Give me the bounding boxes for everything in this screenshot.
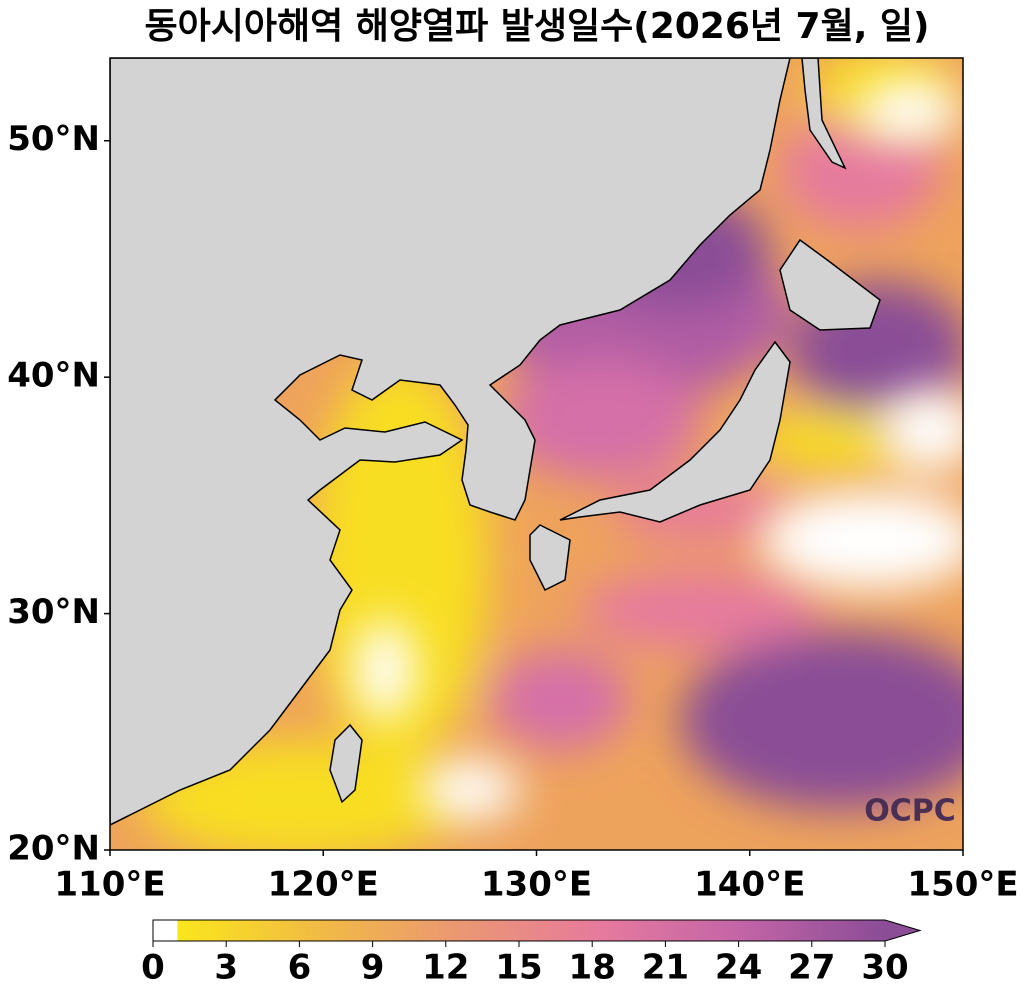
- colorbar-tick-label: 27: [788, 948, 835, 988]
- colorbar-tick-label: 24: [715, 948, 762, 988]
- land: [110, 58, 881, 826]
- y-tick-label: 30°N: [7, 592, 100, 632]
- colorbar-tick-label: 0: [141, 948, 165, 988]
- colorbar-tick-label: 3: [214, 948, 238, 988]
- x-tick-label: 110°E: [54, 865, 165, 905]
- heatwave-field: [110, 58, 963, 850]
- colorbar-tick-label: 30: [861, 948, 908, 988]
- colorbar-tick-label: 9: [361, 948, 385, 988]
- colorbar-tick-label: 18: [569, 948, 616, 988]
- x-tick-label: 150°E: [907, 865, 1018, 905]
- x-tick-label: 140°E: [694, 865, 805, 905]
- colorbar-outline: [152, 919, 922, 942]
- colorbar-under: [153, 920, 178, 941]
- colorbar-tick-label: 15: [495, 948, 542, 988]
- y-tick-label: 40°N: [7, 356, 100, 396]
- y-tick-label: 20°N: [7, 829, 100, 869]
- y-tick-label: 50°N: [7, 119, 100, 159]
- title: 동아시아해역 해양열파 발생일수(2026년 7월, 일): [145, 6, 930, 47]
- colorbar-extend: [885, 920, 920, 941]
- colorbar-tick-label: 6: [288, 948, 312, 988]
- colorbar-tick-label: 12: [422, 948, 469, 988]
- x-tick-label: 120°E: [268, 865, 379, 905]
- x-tick-label: 130°E: [481, 865, 592, 905]
- colorbar-tick-label: 21: [642, 948, 689, 988]
- logo: OCPC: [864, 794, 956, 829]
- colorbar: [177, 920, 885, 941]
